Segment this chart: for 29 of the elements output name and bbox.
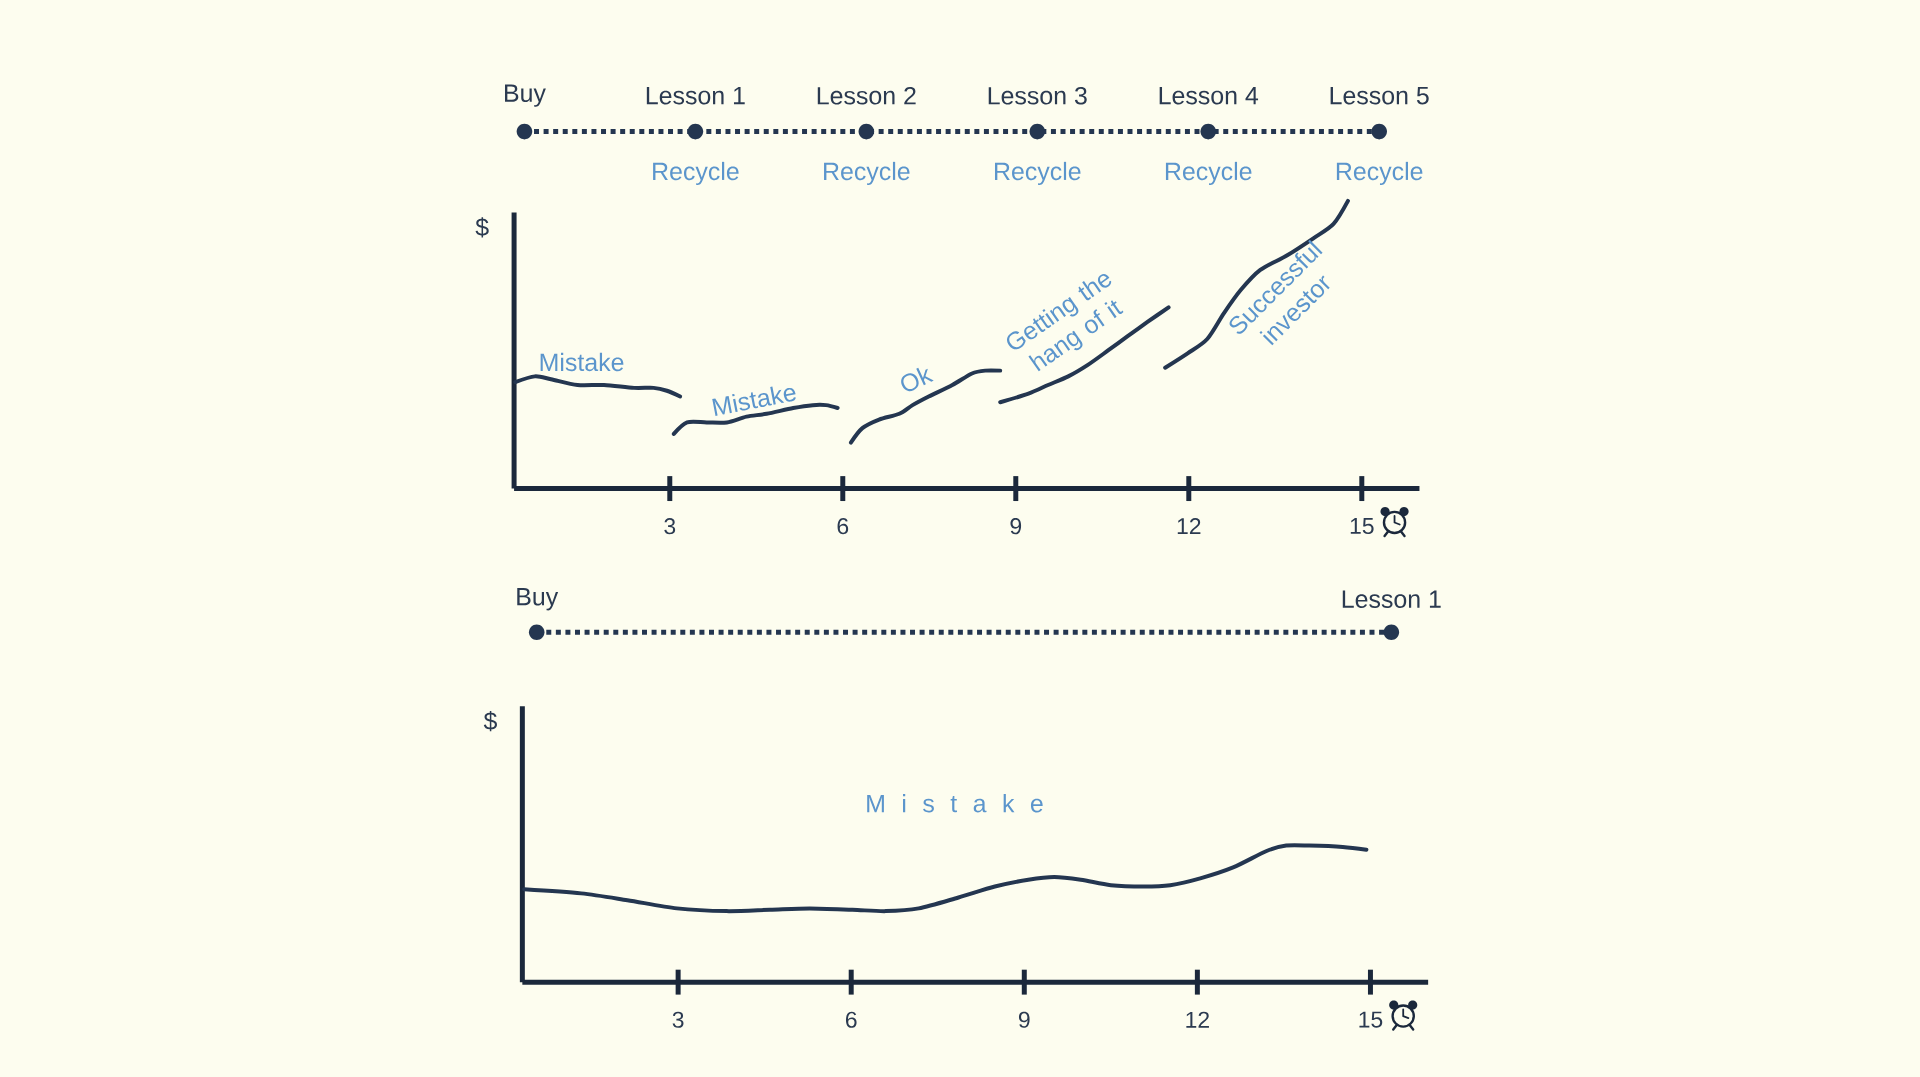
x-tick-label: 15 [1350, 518, 1374, 535]
text: Recycle [1165, 161, 1252, 186]
text: Recycle [1336, 161, 1423, 186]
x-tick-label: 6 [837, 518, 849, 535]
x-tick-label: 15 [1359, 1011, 1383, 1028]
x-tick-label: 9 [1018, 1011, 1030, 1028]
x-tick-label: 6 [845, 1011, 857, 1028]
text: Recycle [824, 161, 910, 186]
text: Recycle [994, 161, 1081, 186]
x-tick-label: 12 [1177, 518, 1201, 535]
text: M i s t a k e [867, 794, 1043, 813]
y-axis-title: $ [475, 217, 489, 238]
annotation: Mistake [540, 352, 624, 372]
x-tick-label: 3 [664, 518, 676, 535]
category-label: Lesson 3 [988, 86, 1087, 105]
annotation: Mistake [712, 386, 796, 417]
category-label: Lesson 1 [646, 87, 745, 105]
x-tick-label: 12 [1186, 1011, 1209, 1028]
category-label: Lesson 2 [817, 86, 916, 105]
y-axis-title: $ [483, 711, 497, 732]
category-label: Lesson 5 [1330, 87, 1429, 105]
x-tick-label: 3 [672, 1011, 684, 1028]
annotation: Ok [901, 367, 934, 392]
category-label: Lesson 4 [1159, 87, 1259, 105]
text: Recycle [653, 161, 739, 186]
category-label: Buy [517, 588, 559, 611]
category-label: Buy [505, 84, 546, 107]
category-label: Lesson 1 [1342, 590, 1441, 609]
x-tick-label: 9 [1010, 518, 1022, 535]
